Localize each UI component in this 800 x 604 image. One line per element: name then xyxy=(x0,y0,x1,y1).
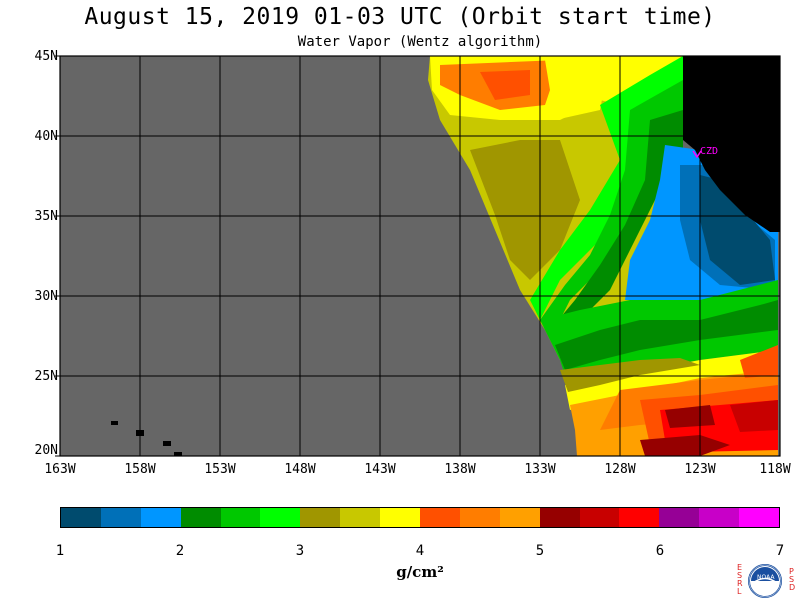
hawaii-island-4 xyxy=(174,452,182,456)
colorbar-cell xyxy=(220,508,261,527)
colorbar-cell xyxy=(539,508,580,527)
lon-label-123w: 123W xyxy=(684,462,716,477)
hawaii-island-3 xyxy=(163,441,171,446)
lat-label-30n: 30N xyxy=(34,289,58,304)
hawaii-island-1 xyxy=(111,421,118,425)
lat-label-40n: 40N xyxy=(34,129,58,144)
lon-label-148w: 148W xyxy=(284,462,316,477)
swath-olive-band-1 xyxy=(470,140,580,280)
lon-label-143w: 143W xyxy=(364,462,396,477)
colorbar-cell xyxy=(579,508,620,527)
swath-olive-south xyxy=(560,358,700,392)
noaa-esrl-logo: ESRL PSD NOAA xyxy=(734,562,796,600)
colorbar-cell xyxy=(499,508,540,527)
lon-label-138w: 138W xyxy=(444,462,476,477)
colorbar-tick-3: 3 xyxy=(295,543,305,559)
lon-label-118w: 118W xyxy=(759,462,791,477)
colorbar-cell xyxy=(459,508,500,527)
station-label-czd: CZD xyxy=(700,146,719,157)
logo-center-text: NOAA xyxy=(757,574,775,581)
lat-label-35n: 35N xyxy=(34,209,58,224)
lat-ticks xyxy=(55,55,60,457)
swath-moist-core xyxy=(480,70,530,100)
colorbar-cell xyxy=(300,508,341,527)
swath-green-band-3 xyxy=(550,110,683,340)
colorbar-cell xyxy=(739,508,780,527)
colorbar-tick-4: 4 xyxy=(415,543,425,559)
graticule xyxy=(60,56,780,456)
lon-label-153w: 153W xyxy=(204,462,236,477)
land-mass xyxy=(683,56,780,232)
noaa-emblem-icon xyxy=(748,564,782,598)
colorbar-cell xyxy=(100,508,141,527)
colorbar-cell xyxy=(659,508,700,527)
colorbar-tick-2: 2 xyxy=(175,543,185,559)
swath-blue-core xyxy=(700,175,775,285)
colorbar-cell xyxy=(340,508,381,527)
swath-yellow-patch xyxy=(545,58,610,120)
swath-coastal-moist xyxy=(740,345,778,378)
lon-label-163w: 163W xyxy=(44,462,76,477)
colorbar-cell xyxy=(420,508,460,527)
colorbar-tick-7: 7 xyxy=(775,543,785,559)
swath-green-band-2 xyxy=(540,80,683,330)
map-title: August 15, 2019 01-03 UTC (Orbit start t… xyxy=(84,4,716,30)
logo-right-letters: PSD xyxy=(789,567,796,592)
lon-label-133w: 133W xyxy=(524,462,556,477)
swath-dark-red-2 xyxy=(730,400,778,432)
logo-left-letters: ESRL xyxy=(737,563,743,596)
lat-label-45n: 45N xyxy=(34,49,58,64)
map-frame xyxy=(59,55,781,457)
colorbar xyxy=(60,507,780,528)
swath-dark-red-1 xyxy=(665,405,715,428)
colorbar-tick-5: 5 xyxy=(535,543,545,559)
colorbar-tick-1: 1 xyxy=(55,543,65,559)
colorbar-cell xyxy=(61,508,101,527)
colorbar-units: g/cm² xyxy=(396,563,444,581)
swath-green-south-dark xyxy=(555,300,778,370)
lat-label-20n: 20N xyxy=(34,443,58,458)
lon-label-128w: 128W xyxy=(604,462,636,477)
swath-dark-red-3 xyxy=(640,435,730,456)
colorbar-cell xyxy=(619,508,660,527)
colorbar-cell xyxy=(260,508,301,527)
colorbar-cell xyxy=(699,508,740,527)
lon-label-158w: 158W xyxy=(124,462,156,477)
lat-label-25n: 25N xyxy=(34,369,58,384)
colorbar-cell xyxy=(180,508,221,527)
colorbar-cell xyxy=(140,508,181,527)
colorbar-tick-6: 6 xyxy=(655,543,665,559)
map-subtitle: Water Vapor (Wentz algorithm) xyxy=(297,34,543,50)
colorbar-cell xyxy=(380,508,421,527)
station-marker xyxy=(692,150,702,159)
